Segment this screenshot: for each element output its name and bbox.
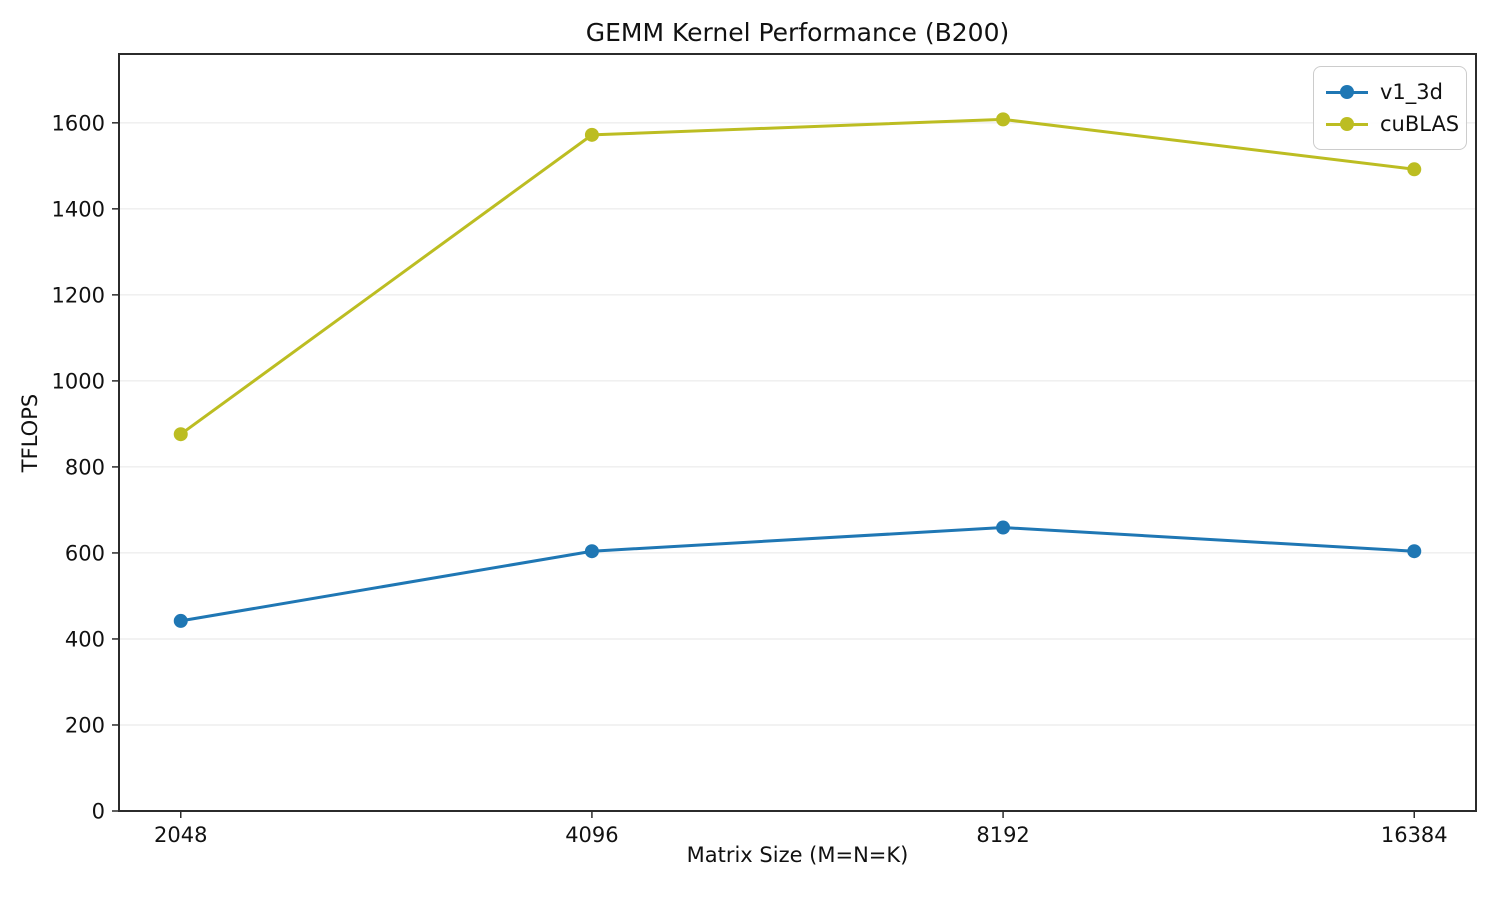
ytick-label-600: 600	[65, 541, 105, 565]
data-point-cuBLAS-2048	[173, 427, 188, 442]
series-line-cuBLAS	[179, 117, 1416, 436]
legend-label-cublas: cuBLAS	[1380, 112, 1460, 136]
series-line-v1_3d	[179, 526, 1416, 623]
data-point-cuBLAS-8192	[996, 112, 1011, 127]
data-point-v1_3d-2048	[173, 613, 188, 628]
data-point-cuBLAS-4096	[584, 127, 599, 142]
data-point-v1_3d-8192	[996, 520, 1011, 535]
legend-label-v1-3d: v1_3d	[1380, 80, 1443, 104]
xtick-label-8192: 8192	[976, 823, 1029, 847]
data-point-v1_3d-16384	[1407, 544, 1422, 559]
legend-item-v1-3d: v1_3d	[1326, 76, 1454, 108]
legend: v1_3d cuBLAS	[1313, 66, 1467, 150]
x-axis-label: Matrix Size (M=N=K)	[686, 843, 909, 867]
ytick-label-1400: 1400	[52, 197, 105, 221]
ytick-label-0: 0	[92, 800, 105, 824]
plot-frame	[118, 53, 1477, 812]
legend-marker-cublas-icon	[1326, 117, 1368, 131]
data-point-cuBLAS-16384	[1407, 162, 1422, 177]
legend-marker-v1-3d-icon	[1326, 85, 1368, 99]
xtick-label-4096: 4096	[565, 823, 618, 847]
chart-title: GEMM Kernel Performance (B200)	[585, 18, 1010, 47]
data-point-v1_3d-4096	[584, 544, 599, 559]
ytick-label-1600: 1600	[52, 111, 105, 135]
ytick-label-400: 400	[65, 627, 105, 651]
xtick-label-16384: 16384	[1381, 823, 1448, 847]
legend-item-cublas: cuBLAS	[1326, 108, 1459, 140]
ytick-label-200: 200	[65, 713, 105, 737]
xtick-label-2048: 2048	[154, 823, 207, 847]
ytick-label-800: 800	[65, 455, 105, 479]
ytick-label-1000: 1000	[52, 369, 105, 393]
ytick-label-1200: 1200	[52, 283, 105, 307]
